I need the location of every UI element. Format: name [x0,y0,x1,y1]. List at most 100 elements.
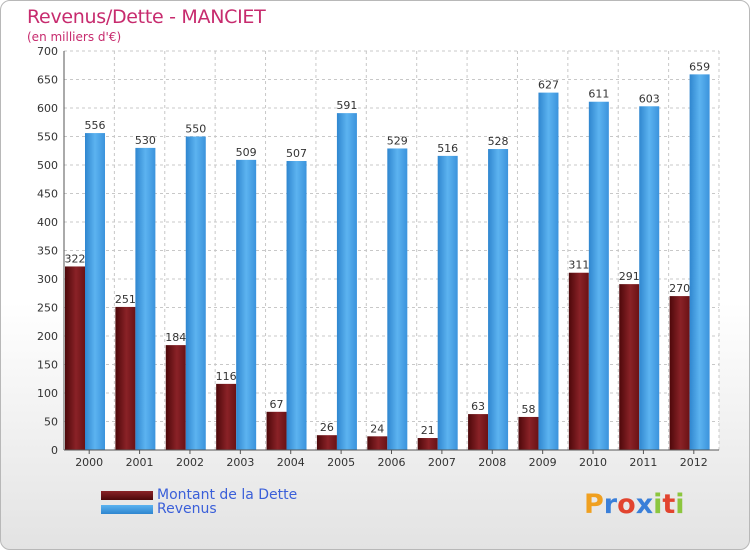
y-tick-label: 700 [37,45,58,58]
data-label-revenus: 611 [588,88,609,101]
data-label-debt: 270 [669,282,690,295]
data-label-debt: 58 [521,403,535,416]
x-tick-label: 2009 [529,456,557,469]
data-label-debt: 63 [471,400,485,413]
x-tick-label: 2001 [126,456,154,469]
bar-debt [669,296,690,450]
bar-debt [619,284,640,450]
data-label-debt: 311 [568,259,589,272]
data-label-revenus: 516 [437,142,458,155]
data-label-revenus: 627 [538,79,559,92]
y-tick-label: 200 [37,330,58,343]
data-label-debt: 251 [115,293,136,306]
x-tick-label: 2011 [629,456,657,469]
bar-revenus [336,113,357,450]
y-tick-label: 100 [37,387,58,400]
bar-debt [266,411,287,450]
legend-item-debt: Montant de la Dette [101,487,298,503]
x-tick-label: 2000 [75,456,103,469]
bar-revenus [437,155,458,450]
data-label-debt: 67 [270,398,284,411]
data-label-revenus: 507 [286,147,307,160]
chart-subtitle: (en milliers d'€) [27,30,122,44]
data-label-revenus: 528 [488,135,509,148]
legend-swatch-revenus [101,504,153,514]
logo-letter: i [675,489,685,520]
y-tick-label: 500 [37,159,58,172]
x-tick-label: 2007 [428,456,456,469]
bar-revenus [236,159,257,450]
legend-label-debt: Montant de la Dette [157,487,298,503]
x-tick-label: 2008 [478,456,506,469]
y-tick-label: 150 [37,359,58,372]
labels-layer: 322 556 251 530 184 550 116 509 67 507 26 591 24 529 2… [65,60,711,437]
bar-debt [65,266,85,450]
data-label-revenus: 556 [85,119,106,132]
bar-revenus [387,148,408,450]
logo-letter: i [653,489,663,520]
bar-revenus [538,92,559,451]
data-label-revenus: 550 [185,123,206,136]
bar-debt [568,272,589,450]
x-tick-label: 2006 [378,456,406,469]
bar-revenus [488,149,509,451]
bar-revenus [689,74,710,451]
data-label-revenus: 509 [236,146,257,159]
data-label-revenus: 659 [689,60,710,73]
y-tick-label: 650 [37,74,58,87]
bar-debt [518,416,539,450]
y-tick-label: 0 [51,444,58,457]
y-tick-label: 450 [37,188,58,201]
bar-debt [165,345,186,450]
axis-layer: 0 50 100 150 200 250 300 350 400 450 500 550 600 650 7… [37,45,719,469]
y-tick-label: 300 [37,273,58,286]
data-label-debt: 322 [65,252,86,265]
x-tick-label: 2003 [226,456,254,469]
y-tick-label: 350 [37,245,58,258]
bar-debt [316,435,337,450]
legend-label-revenus: Revenus [157,501,217,517]
y-tick-label: 550 [37,131,58,144]
x-tick-label: 2005 [327,456,355,469]
logo-letter: P [584,489,604,520]
data-label-debt: 26 [320,421,334,434]
bar-revenus [588,101,609,450]
chart-title: Revenus/Dette - MANCIET [27,6,266,28]
logo-letter: o [617,489,636,520]
x-tick-label: 2004 [277,456,305,469]
bar-debt [216,383,237,450]
x-tick-label: 2010 [579,456,607,469]
logo-letter: r [603,489,618,520]
logo-letter: t [662,489,676,520]
data-label-revenus: 529 [387,134,408,147]
y-tick-label: 600 [37,102,58,115]
data-label-revenus: 591 [336,99,357,112]
bar-debt [367,436,388,450]
data-label-debt: 184 [165,331,186,344]
legend-swatch-debt [101,490,153,500]
y-tick-label: 50 [44,416,58,429]
bar-debt [417,438,438,450]
y-tick-label: 250 [37,302,58,315]
data-label-debt: 24 [370,422,384,435]
x-tick-label: 2002 [176,456,204,469]
data-label-debt: 21 [421,424,435,437]
bar-revenus [135,147,156,450]
bar-debt [115,306,136,450]
bar-revenus [639,106,660,450]
bar-revenus [286,161,307,450]
proxiti-logo: Proxiti [584,489,685,520]
data-label-debt: 291 [619,270,640,283]
bar-revenus [85,133,105,450]
legend-item-revenus: Revenus [101,501,217,517]
bars-layer [65,74,710,451]
data-label-debt: 116 [216,370,237,383]
bar-debt [468,414,489,450]
y-tick-label: 400 [37,216,58,229]
data-label-revenus: 603 [639,92,660,105]
x-tick-label: 2012 [680,456,708,469]
bar-revenus [185,136,206,450]
logo-letter: x [635,489,654,520]
